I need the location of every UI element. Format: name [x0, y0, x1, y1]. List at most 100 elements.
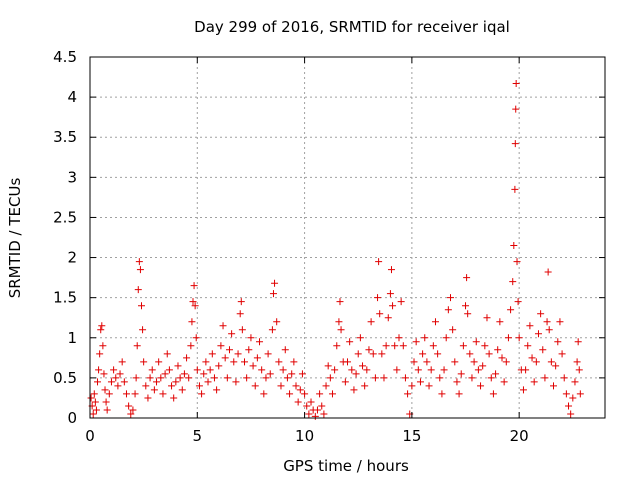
data-point [472, 338, 480, 346]
data-point [204, 378, 212, 386]
data-point [412, 338, 420, 346]
data-point [576, 390, 584, 398]
data-point [496, 318, 504, 326]
data-point [457, 370, 465, 378]
data-point [487, 374, 495, 382]
data-point [105, 390, 113, 398]
data-point [139, 326, 147, 334]
data-point [571, 378, 579, 386]
x-tick-label: 15 [402, 427, 421, 445]
data-point [380, 374, 388, 382]
data-point [513, 258, 521, 266]
data-point [359, 362, 367, 370]
data-point [502, 358, 510, 366]
data-point [247, 334, 255, 342]
y-tick-label: 0.5 [53, 369, 77, 387]
data-point [489, 390, 497, 398]
y-tick-label: 0 [67, 409, 77, 427]
data-point [269, 290, 277, 298]
data-point [509, 278, 517, 286]
data-point [429, 342, 437, 350]
data-point [367, 318, 375, 326]
data-point [539, 346, 547, 354]
data-point [159, 390, 167, 398]
data-point [387, 266, 395, 274]
data-point [163, 350, 171, 358]
data-point [165, 366, 173, 374]
data-point [129, 406, 137, 414]
data-point [225, 346, 233, 354]
data-point [534, 330, 542, 338]
data-point [131, 390, 139, 398]
data-point [219, 322, 227, 330]
data-point [356, 334, 364, 342]
data-point [477, 382, 485, 390]
data-point [541, 374, 549, 382]
data-point [459, 342, 467, 350]
data-point [279, 366, 287, 374]
data-point [560, 374, 568, 382]
data-point [436, 374, 444, 382]
data-point [575, 366, 583, 374]
data-point [132, 374, 140, 382]
data-point [185, 374, 193, 382]
data-point [237, 298, 245, 306]
data-point [431, 318, 439, 326]
data-point [114, 382, 122, 390]
data-point [232, 378, 240, 386]
data-point [404, 390, 412, 398]
data-point [438, 390, 446, 398]
data-point [236, 310, 244, 318]
data-point [374, 294, 382, 302]
data-point [210, 374, 218, 382]
data-point [91, 398, 99, 406]
data-point [288, 370, 296, 378]
data-point [354, 350, 362, 358]
data-point [574, 338, 582, 346]
data-point [92, 406, 100, 414]
data-point [333, 342, 341, 350]
x-tick-label: 5 [193, 427, 203, 445]
y-tick-label: 2 [67, 249, 77, 267]
data-point [217, 342, 225, 350]
data-point [514, 298, 522, 306]
data-point [136, 266, 144, 274]
data-point [324, 362, 332, 370]
data-point [322, 382, 330, 390]
data-point [328, 390, 336, 398]
data-point [245, 346, 253, 354]
data-point [453, 378, 461, 386]
data-point [138, 302, 145, 310]
data-point [466, 350, 474, 358]
data-point [187, 342, 195, 350]
data-point [100, 370, 108, 378]
data-point [294, 398, 302, 406]
data-point [337, 326, 345, 334]
data-point [526, 322, 534, 330]
data-point [97, 326, 105, 334]
data-point [512, 79, 520, 87]
data-point [277, 382, 285, 390]
y-tick-label: 1.5 [53, 289, 77, 307]
data-point [94, 378, 102, 386]
data-point [157, 374, 165, 382]
data-point [118, 358, 126, 366]
data-point [479, 362, 487, 370]
data-point [494, 346, 502, 354]
data-point [341, 378, 349, 386]
data-point [382, 342, 390, 350]
data-point [562, 390, 570, 398]
data-point [238, 326, 246, 334]
data-point [530, 378, 538, 386]
data-point [414, 366, 422, 374]
data-point [427, 366, 435, 374]
y-tick-label: 4.5 [53, 48, 77, 66]
data-point [144, 394, 152, 402]
data-point [425, 382, 433, 390]
data-point [554, 338, 562, 346]
data-point [101, 386, 109, 394]
data-point [369, 350, 377, 358]
data-point [264, 350, 272, 358]
data-point [408, 382, 416, 390]
